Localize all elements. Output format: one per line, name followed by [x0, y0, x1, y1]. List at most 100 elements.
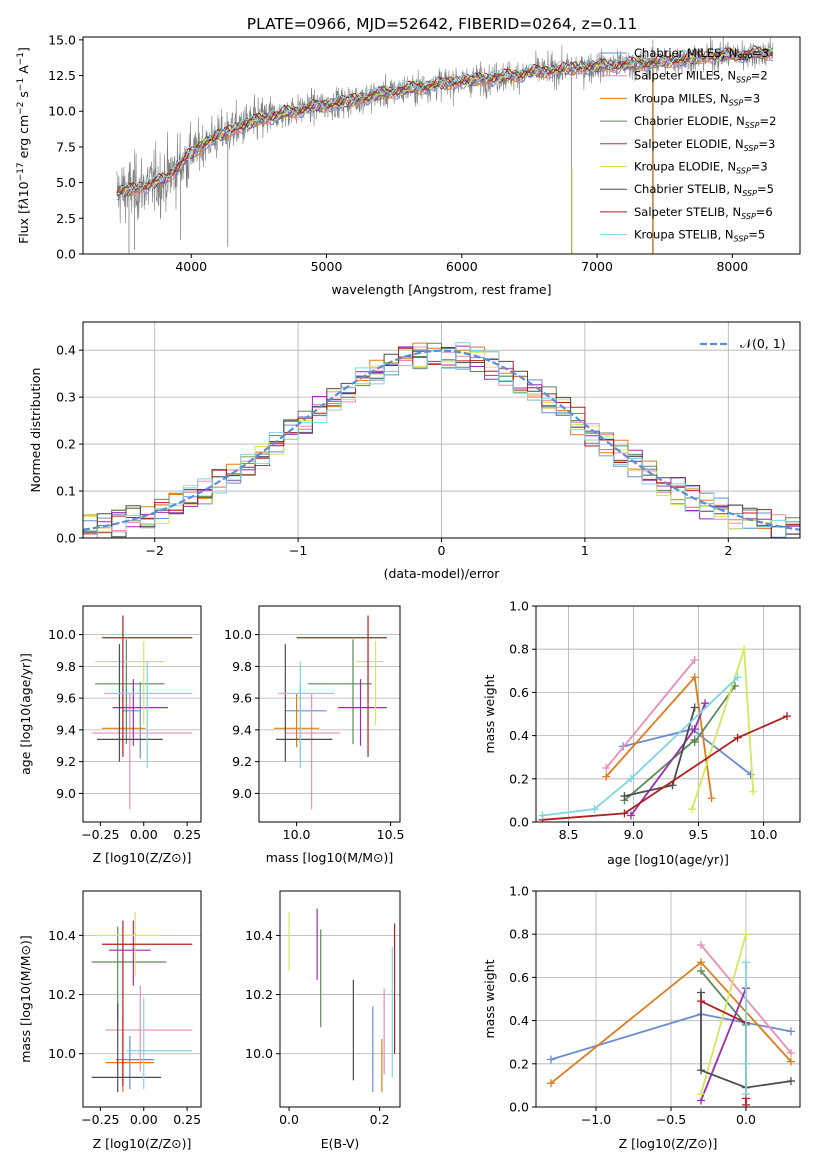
age-z-axes-xtick-label: 0.25: [173, 827, 201, 842]
spectrum-legend-label-part: =5: [748, 228, 765, 242]
residuals-hist-line: [83, 342, 800, 538]
mass-z-axes-ytick-label: 10.0: [48, 1046, 76, 1061]
weight-z-axes-marker: [742, 930, 750, 939]
weight-z-axes-marker: [697, 941, 705, 949]
weight-z-axes-series-line: [700, 970, 747, 1026]
mass-z-axes-ytick-label: 10.2: [48, 987, 76, 1002]
residuals-axes-ylabel: Normed distribution: [28, 368, 43, 493]
residuals-axes-xtick-label: −2: [145, 543, 163, 558]
weight-age-axes-ytick-label: 0.4: [509, 728, 529, 743]
age-z-axes-ytick-label: 9.2: [56, 754, 76, 769]
weight-age-axes-series-line: [542, 676, 739, 817]
spectrum-legend-label-part: =3: [743, 91, 760, 105]
mass-ebv-axes-xlabel: E(B-V): [321, 1136, 360, 1151]
age-mass-axes-xtick-label: 10.0: [283, 827, 311, 842]
weight-z-axes-marker: [787, 1027, 795, 1036]
spectrum-axes-plot-area: [116, 37, 774, 254]
weight-age-axes-xlabel: age [log10(age/yr)]: [607, 852, 729, 867]
weight-age-axes-marker: [701, 699, 710, 708]
mass-z-axes-xlabel: Z [log10(Z/Z⊙)]: [93, 1136, 192, 1151]
spectrum-legend-label-part: SSP: [741, 212, 756, 221]
spectrum-ylabel-part: s: [16, 91, 31, 102]
weight-age-axes-series-line: [605, 659, 696, 769]
spectrum-legend-label-part: Kroupa MILES, N: [634, 91, 729, 105]
weight-z-axes-xtick-label: −1.0: [581, 1112, 611, 1127]
spectrum-legend-label: Salpeter ELODIE, NSSP=3: [634, 137, 775, 153]
residuals-axes-ytick-label: 0.0: [56, 531, 76, 546]
age-mass-axes-xtick-label: 10.5: [377, 827, 405, 842]
mass-z-axes-ytick-label: 10.4: [48, 928, 76, 943]
weight-z-axes-marker: [697, 997, 705, 1006]
age-z-axes-xtick-label: 0.00: [130, 827, 158, 842]
spectrum-legend-label-part: Kroupa STELIB, N: [634, 228, 734, 242]
age-mass-axes-ytick-label: 10.0: [224, 627, 252, 642]
weight-age-axes-marker: [690, 738, 699, 747]
weight-z-axes-marker: [742, 958, 750, 967]
weight-z-axes: −1.0 −0.5 0.0 0.0 0.2 0.4 0.6 0.8 1.0 Z [log10(Z/…: [482, 884, 801, 1151]
weight-age-axes-series-line: [623, 739, 696, 802]
figure-title: PLATE=0966, MJD=52642, FIBERID=0264, z=0…: [247, 15, 637, 33]
residuals-axes-xtick-label: −1: [289, 543, 307, 558]
spectrum-legend-label: Kroupa STELIB, NSSP=5: [634, 228, 765, 244]
spectrum-axes-xtick-label: 5000: [311, 259, 343, 274]
age-mass-axes-xlabel: mass [log10(M/M⊙)]: [266, 850, 394, 865]
spectrum-ylabel-part: Flux [f: [16, 204, 31, 244]
weight-z-axes-marker: [787, 1077, 795, 1086]
spectrum-legend-label-part: Chabrier MILES, N: [634, 46, 737, 60]
weight-z-axes-marker: [547, 1055, 555, 1064]
residuals-axes-xtick-label: 1: [581, 543, 589, 558]
weight-age-axes-marker: [733, 733, 742, 742]
mass-ebv-axes-xtick-label: 0.2: [370, 1112, 390, 1127]
spectrum-legend-label-part: Kroupa ELODIE, N: [634, 160, 736, 174]
weight-z-axes-marker: [742, 1100, 750, 1107]
spectrum-legend-label-part: SSP: [736, 76, 751, 85]
weight-age-axes-marker: [620, 809, 629, 818]
spectrum-ylabel-part: ]: [16, 47, 31, 52]
spectrum-legend-label-part: SSP: [744, 144, 759, 153]
spectrum-ylabel-part: 10: [16, 181, 31, 197]
mass-ebv-axes-plot-area: [280, 908, 400, 1093]
spectrum-legend-label-part: =3: [758, 137, 775, 151]
spectrum-legend-label-part: SSP: [742, 189, 757, 198]
weight-z-axes-xlabel: Z [log10(Z/Z⊙)]: [619, 1136, 718, 1151]
spectrum-legend-label: Salpeter STELIB, NSSP=6: [634, 205, 773, 221]
weight-z-axes-xtick-label: 0.0: [736, 1112, 756, 1127]
mass-z-axes-frame: [82, 890, 202, 1108]
mass-ebv-axes-frame: [279, 890, 401, 1108]
spectrum-legend-label-part: =5: [757, 182, 774, 196]
mass-ebv-axes-ytick-label: 10.4: [245, 928, 273, 943]
age-mass-axes-ytick-label: 9.8: [232, 659, 252, 674]
mass-z-axes: −0.25 0.00 0.25 10.0 10.2 10.4 Z [log10(Z/Z⊙)]…: [18, 890, 202, 1151]
weight-z-axes-series-line: [700, 992, 792, 1089]
spectrum-legend-label: Chabrier ELODIE, NSSP=2: [634, 114, 776, 130]
weight-z-axes-ytick-label: 1.0: [509, 884, 529, 899]
spectrum-ylabel: Flux [fλ10−17 erg cm−2 s−1 A−1]: [16, 47, 31, 244]
weight-z-axes-plot-area: [536, 891, 800, 1107]
spectrum-ylabel-part: −17: [16, 162, 26, 181]
weight-age-axes-ytick-label: 0.8: [509, 642, 529, 657]
age-mass-axes-ytick-label: 9.6: [232, 691, 252, 706]
spectrum-legend-label-part: SSP: [729, 98, 744, 107]
weight-age-axes-frame: [535, 605, 801, 823]
weight-age-axes-xtick-label: 10.0: [750, 827, 778, 842]
spectrum-legend-label-part: SSP: [736, 167, 751, 176]
weight-age-axes-series-line: [542, 715, 788, 821]
spectrum-legend-label-part: =3: [752, 46, 769, 60]
age-mass-axes-ytick-label: 9.4: [232, 722, 252, 737]
spectrum-legend-label-part: Salpeter STELIB, N: [634, 205, 741, 219]
age-mass-axes-ytick-label: 9.0: [232, 786, 252, 801]
spectrum-ylabel-part: −2: [16, 102, 26, 115]
weight-z-axes-marker: [697, 1090, 705, 1099]
weight-age-axes-marker: [688, 805, 697, 814]
weight-z-axes-series-line: [700, 987, 747, 1101]
age-z-axes-ytick-label: 9.8: [56, 659, 76, 674]
spectrum-legend-label-part: Chabrier STELIB, N: [634, 182, 742, 196]
spectrum-ylabel-part: erg cm: [16, 115, 31, 163]
spectrum-axes-xtick-label: 4000: [175, 259, 207, 274]
weight-z-axes-ytick-label: 0.2: [509, 1056, 529, 1071]
weight-age-axes-xtick-label: 8.5: [559, 827, 579, 842]
weight-z-axes-marker: [742, 1059, 750, 1068]
residuals-axes-ytick-label: 0.3: [56, 390, 76, 405]
age-mass-axes: 10.0 10.5 9.0 9.2 9.4 9.6 9.8 10.0 mass [log10(M…: [224, 605, 405, 865]
